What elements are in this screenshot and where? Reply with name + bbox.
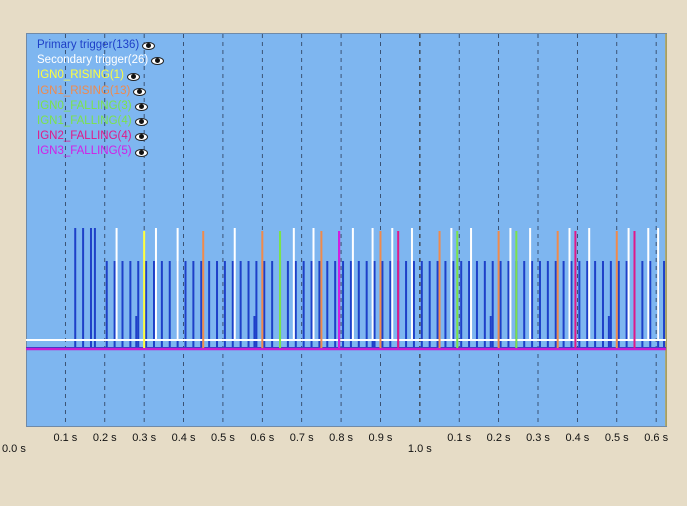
legend: Primary trigger(136) Secondary trigger(26… [37,38,165,160]
legend-label: Secondary trigger(26) [37,54,149,67]
x-tick-label-13: 0.3 s [526,432,550,444]
legend-label: IGN1_RISING(13) [37,84,131,97]
legend-item-0[interactable]: Primary trigger(136) [37,38,164,53]
plot-area[interactable] [26,33,667,427]
x-tick-label-9: 0.9 s [369,432,393,444]
eye-icon[interactable] [134,148,148,157]
x-tick-label-10: 1.0 s [408,443,432,455]
legend-label: IGN0_RISING(1) [37,69,124,82]
legend-label: IGN0_FALLING(3) [37,99,132,112]
legend-label: Primary trigger(136) [37,39,140,51]
legend-item-7[interactable]: IGN3_FALLING(5) [37,144,164,159]
x-tick-label-4: 0.4 s [172,432,196,444]
x-tick-label-7: 0.7 s [290,432,314,444]
x-tick-label-12: 0.2 s [487,432,511,444]
eye-icon[interactable] [134,117,148,127]
x-tick-label-8: 0.8 s [329,432,353,444]
legend-item-2[interactable]: IGN0_RISING(1) [37,68,164,83]
x-tick-label-14: 0.4 s [565,432,589,444]
eye-icon[interactable] [151,56,165,66]
eye-icon[interactable] [142,41,156,51]
legend-item-6[interactable]: IGN2_FALLING(4) [37,129,164,144]
legend-item-4[interactable]: IGN0_FALLING(3) [37,99,164,114]
x-tick-label-2: 0.2 s [93,432,117,444]
legend-label: IGN1_FALLING(4) [37,115,132,128]
eye-icon[interactable] [133,87,147,96]
x-tick-label-0: 0.0 s [2,443,26,455]
legend-item-3[interactable]: IGN1_RISING(13) [37,84,164,99]
x-tick-label-15: 0.5 s [605,432,629,444]
legend-item-1[interactable]: Secondary trigger(26) [37,53,165,68]
x-tick-label-6: 0.6 s [250,432,274,444]
x-tick-label-11: 0.1 s [447,432,471,444]
x-tick-label-3: 0.3 s [132,432,156,444]
x-tick-label-5: 0.5 s [211,432,235,444]
legend-item-5[interactable]: IGN1_FALLING(4) [37,114,164,129]
x-tick-label-1: 0.1 s [53,432,77,444]
legend-label: IGN3_FALLING(5) [37,145,132,158]
eye-icon[interactable] [134,102,148,111]
legend-label: IGN2_FALLING(4) [37,130,132,143]
eye-icon[interactable] [126,72,140,81]
eye-icon[interactable] [134,132,148,142]
x-tick-label-16: 0.6 s [644,432,668,444]
